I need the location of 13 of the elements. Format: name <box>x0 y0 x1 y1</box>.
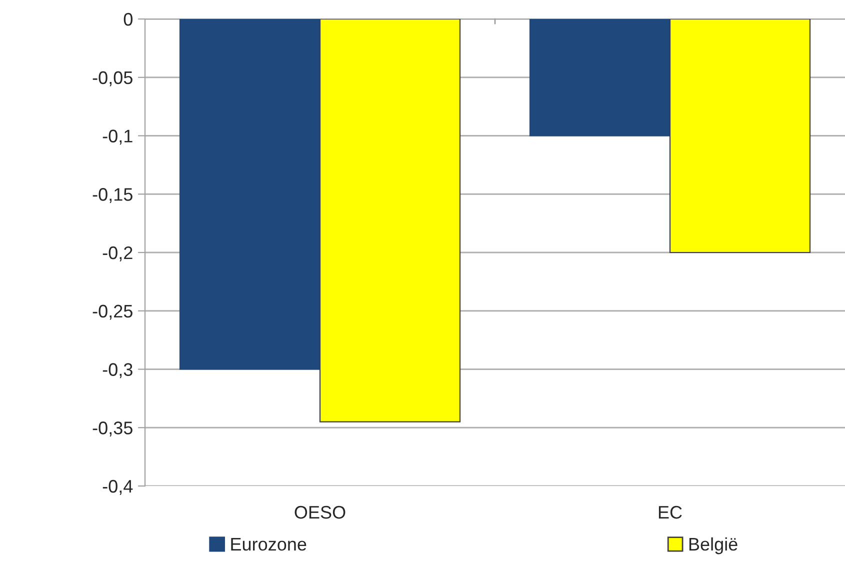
y-tick-label: 0 <box>124 12 132 26</box>
legend-label: België <box>689 537 738 554</box>
y-tick-label: -0,3 <box>102 363 132 378</box>
y-tick-label: -0,25 <box>92 304 132 320</box>
y-tick-label: -0,05 <box>92 71 132 86</box>
y-tick-label: -0,2 <box>102 246 132 262</box>
x-tick-label: EC <box>658 506 682 519</box>
y-tick-label: -0,15 <box>92 188 132 203</box>
x-tick-label: OESO <box>294 506 346 519</box>
legend-label: Eurozone <box>231 538 306 551</box>
y-tick-label: -0,4 <box>102 480 133 495</box>
y-tick-label: -0,35 <box>92 422 132 436</box>
y-tick-label: -0,1 <box>102 130 132 145</box>
